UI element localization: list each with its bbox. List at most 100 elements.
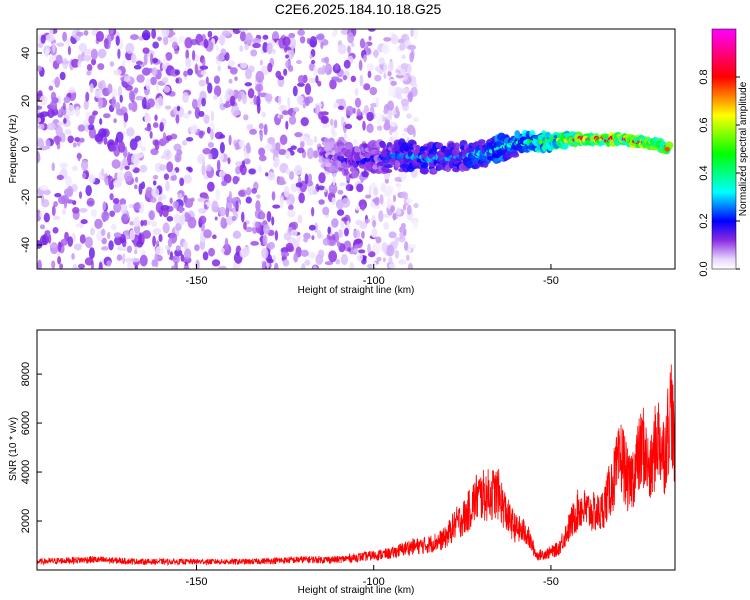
heatmap-noise-cell — [108, 240, 114, 251]
heatmap-noise-cell — [103, 113, 111, 119]
heatmap-noise-cell — [232, 29, 242, 35]
heatmap-signal-halo — [384, 168, 393, 174]
heatmap-noise-cell — [304, 96, 310, 107]
heatmap-noise-cell — [67, 236, 74, 247]
heatmap-noise-cell — [258, 123, 264, 130]
heatmap-noise-cell — [376, 256, 382, 262]
heatmap-noise-cell — [347, 32, 355, 44]
heatmap-noise-cell — [387, 100, 395, 111]
heatmap-noise-cell — [303, 237, 309, 243]
heatmap-noise-cell — [315, 254, 324, 266]
heatmap-noise-cell — [202, 251, 209, 261]
colorbar-tick-label: 0.2 — [698, 213, 710, 228]
heatmap-noise-cell — [308, 224, 316, 231]
heatmap-noise-cell — [334, 29, 338, 36]
heatmap-noise-cell — [123, 112, 129, 123]
heatmap-noise-cell — [174, 249, 183, 257]
heatmap-noise-cell — [299, 135, 308, 142]
heatmap-noise-cell — [238, 139, 245, 148]
heatmap-noise-cell — [63, 117, 67, 124]
heatmap-noise-cell — [49, 100, 58, 110]
heatmap-noise-cell — [394, 130, 398, 140]
heatmap-noise-cell — [43, 212, 50, 223]
heatmap-noise-cell — [182, 241, 189, 250]
heatmap-noise-cell — [387, 70, 392, 77]
heatmap-noise-cell — [157, 196, 163, 202]
heatmap-noise-cell — [184, 248, 192, 260]
y-tick-label: 2000 — [20, 509, 32, 533]
heatmap-noise-cell — [160, 155, 166, 160]
heatmap-noise-cell — [86, 64, 93, 71]
heatmap-noise-cell — [274, 156, 280, 167]
heatmap-noise-cell — [219, 34, 226, 46]
heatmap-noise-cell — [141, 97, 147, 110]
heatmap-noise-cell — [383, 108, 389, 115]
heatmap-noise-cell — [219, 170, 225, 177]
heatmap-noise-cell — [62, 57, 69, 70]
heatmap-noise-cell — [136, 74, 145, 83]
heatmap-noise-cell — [331, 218, 339, 228]
heatmap-noise-cell — [116, 254, 123, 261]
heatmap-noise-cell — [267, 171, 276, 181]
heatmap-noise-cell — [148, 210, 155, 221]
heatmap-noise-cell — [94, 89, 102, 99]
heatmap-noise-cell — [117, 140, 126, 153]
heatmap-noise-cell — [111, 223, 117, 231]
heatmap-noise-cell — [52, 226, 59, 234]
heatmap-noise-cell — [206, 181, 215, 192]
heatmap-y-axis-label: Frequency (Hz) — [8, 115, 19, 184]
heatmap-noise-cell — [150, 219, 156, 226]
heatmap-noise-cell — [255, 200, 261, 212]
heatmap-noise-cell — [248, 168, 256, 175]
heatmap-noise-cell — [314, 222, 318, 233]
heatmap-noise-cell — [107, 83, 113, 94]
heatmap-signal-halo — [504, 152, 513, 160]
heatmap-noise-cell — [358, 249, 366, 254]
heatmap-noise-cell — [286, 199, 292, 206]
heatmap-noise-cell — [250, 49, 258, 57]
heatmap-noise-cell — [60, 194, 70, 204]
heatmap-noise-cell — [175, 77, 179, 84]
heatmap-noise-cell — [154, 139, 160, 151]
heatmap-noise-cell — [39, 95, 48, 106]
heatmap-noise-cell — [115, 131, 124, 143]
heatmap-noise-cell — [66, 185, 74, 198]
heatmap-noise-cell — [282, 36, 291, 47]
heatmap-noise-cell — [403, 74, 408, 82]
heatmap-noise-cell — [146, 220, 151, 226]
heatmap-noise-cell — [350, 75, 357, 83]
heatmap-noise-cell — [191, 49, 196, 61]
heatmap-noise-cell — [283, 186, 290, 198]
heatmap-noise-cell — [322, 237, 330, 246]
heatmap-noise-cell — [113, 118, 117, 123]
heatmap-noise-cell — [204, 204, 208, 209]
heatmap-noise-cell — [363, 54, 367, 63]
heatmap-noise-cell — [169, 197, 173, 204]
heatmap-noise-cell — [182, 92, 190, 104]
heatmap-noise-cell — [336, 78, 343, 83]
heatmap-noise-cell — [278, 95, 282, 106]
heatmap-noise-cell — [218, 206, 227, 217]
heatmap-noise-cell — [144, 127, 152, 132]
heatmap-noise-cell — [381, 43, 390, 55]
heatmap-noise-cell — [63, 96, 71, 104]
heatmap-noise-cell — [397, 38, 404, 44]
heatmap-noise-cell — [234, 110, 242, 115]
heatmap-noise-cell — [346, 220, 350, 231]
heatmap-noise-cell — [65, 175, 72, 188]
heatmap-noise-cell — [201, 97, 206, 107]
heatmap-noise-cell — [103, 136, 108, 145]
heatmap-noise-cell — [243, 114, 249, 121]
snr-y-ticks: 2000 4000 6000 8000 — [20, 362, 42, 533]
heatmap-noise-cell — [309, 54, 313, 60]
heatmap-noise-cell — [285, 168, 291, 175]
heatmap-noise-cell — [224, 52, 230, 62]
heatmap-noise-cell — [220, 247, 225, 254]
heatmap-noise-cell — [189, 125, 198, 134]
snr-frame — [36, 329, 676, 571]
heatmap-noise-cell — [133, 216, 140, 227]
heatmap-noise-cell — [61, 208, 66, 215]
heatmap-noise-cell — [330, 118, 334, 126]
heatmap-noise-cell — [289, 150, 295, 156]
heatmap-noise-cell — [167, 238, 173, 248]
